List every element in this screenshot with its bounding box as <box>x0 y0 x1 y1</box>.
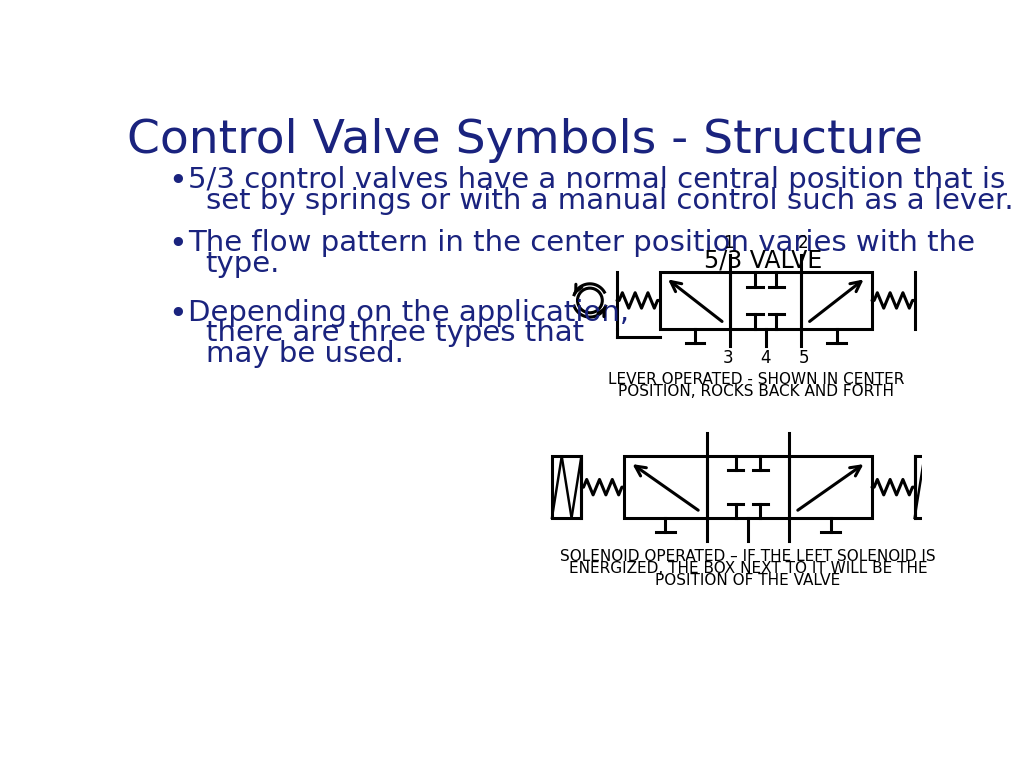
Bar <box>624 456 707 518</box>
Bar <box>790 456 872 518</box>
Text: may be used.: may be used. <box>206 340 403 368</box>
Text: •: • <box>168 166 187 197</box>
Bar <box>801 272 872 329</box>
Text: 5/3 control valves have a normal central position that is: 5/3 control valves have a normal central… <box>188 166 1006 194</box>
Text: there are three types that: there are three types that <box>206 319 584 347</box>
Text: type.: type. <box>206 250 280 278</box>
Text: LEVER OPERATED - SHOWN IN CENTER: LEVER OPERATED - SHOWN IN CENTER <box>607 372 904 386</box>
Text: The flow pattern in the center position varies with the: The flow pattern in the center position … <box>188 229 976 257</box>
Text: 5/3 VALVE: 5/3 VALVE <box>705 249 822 273</box>
Text: 4: 4 <box>761 349 771 366</box>
Text: 5: 5 <box>799 349 809 366</box>
Text: set by springs or with a manual control such as a lever.: set by springs or with a manual control … <box>206 187 1013 215</box>
Text: POSITION, ROCKS BACK AND FORTH: POSITION, ROCKS BACK AND FORTH <box>617 384 894 399</box>
Text: Depending on the application,: Depending on the application, <box>188 299 630 326</box>
Text: 3: 3 <box>723 349 733 366</box>
Text: POSITION OF THE VALVE: POSITION OF THE VALVE <box>655 574 841 588</box>
Text: Control Valve Symbols - Structure: Control Valve Symbols - Structure <box>127 118 923 163</box>
Bar <box>730 272 801 329</box>
Bar <box>659 272 730 329</box>
Bar <box>707 456 790 518</box>
Bar <box>914 456 944 518</box>
Text: SOLENOID OPERATED – IF THE LEFT SOLENOID IS: SOLENOID OPERATED – IF THE LEFT SOLENOID… <box>560 549 936 564</box>
Text: ENERGIZED, THE BOX NEXT TO IT WILL BE THE: ENERGIZED, THE BOX NEXT TO IT WILL BE TH… <box>568 561 928 576</box>
Text: 2: 2 <box>798 234 808 253</box>
Bar <box>552 456 582 518</box>
Text: •: • <box>168 299 187 329</box>
Text: •: • <box>168 229 187 260</box>
Text: 1: 1 <box>724 234 734 253</box>
